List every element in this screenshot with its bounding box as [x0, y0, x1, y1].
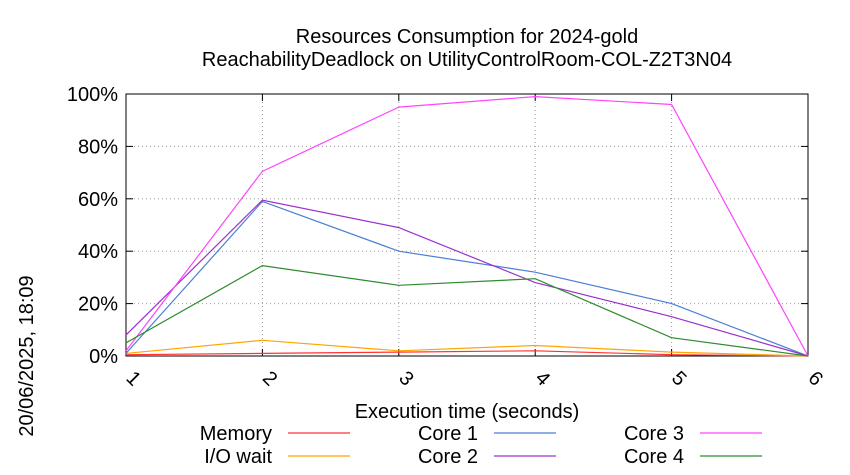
- y-tick-label: 100%: [67, 84, 118, 106]
- x-tick-label: 1: [122, 367, 145, 390]
- x-tick-label: 2: [258, 367, 281, 390]
- x-tick-label: 5: [667, 367, 690, 390]
- legend-label-core-4: Core 4: [624, 446, 684, 468]
- legend-label-core-1: Core 1: [418, 423, 478, 445]
- chart-title-line1: Resources Consumption for 2024-gold: [296, 26, 638, 48]
- x-axis: 1 2 3 4 5 6: [122, 94, 827, 390]
- legend-label-memory: Memory: [200, 423, 272, 445]
- date-label: 20/06/2025, 18:09: [16, 275, 38, 436]
- x-tick-label: 6: [804, 367, 827, 390]
- x-tick-label: 3: [394, 367, 417, 390]
- y-tick-label: 80%: [78, 136, 118, 158]
- legend-label-i-o-wait: I/O wait: [204, 446, 272, 468]
- chart-title-line2: ReachabilityDeadlock on UtilityControlRo…: [202, 49, 732, 71]
- y-tick-label: 40%: [78, 241, 118, 263]
- series-line-core-3: [125, 95, 809, 357]
- legend-label-core-3: Core 3: [624, 423, 684, 445]
- series-line-i-o-wait: [125, 339, 809, 357]
- y-tick-label: 0%: [89, 346, 118, 368]
- legend-label-core-2: Core 2: [418, 446, 478, 468]
- y-tick-label: 20%: [78, 294, 118, 316]
- x-tick-label: 4: [531, 367, 554, 390]
- y-axis: 0% 20% 40% 60% 80% 100%: [67, 84, 808, 368]
- series-line-core-1: [125, 200, 809, 357]
- series-line-memory: [125, 350, 809, 357]
- plot-frame: [125, 93, 809, 357]
- series-line-core-4: [125, 264, 809, 357]
- x-axis-label: Execution time (seconds): [355, 401, 580, 423]
- series-lines: [125, 95, 809, 357]
- series-line-core-2: [125, 199, 809, 357]
- y-tick-label: 60%: [78, 189, 118, 211]
